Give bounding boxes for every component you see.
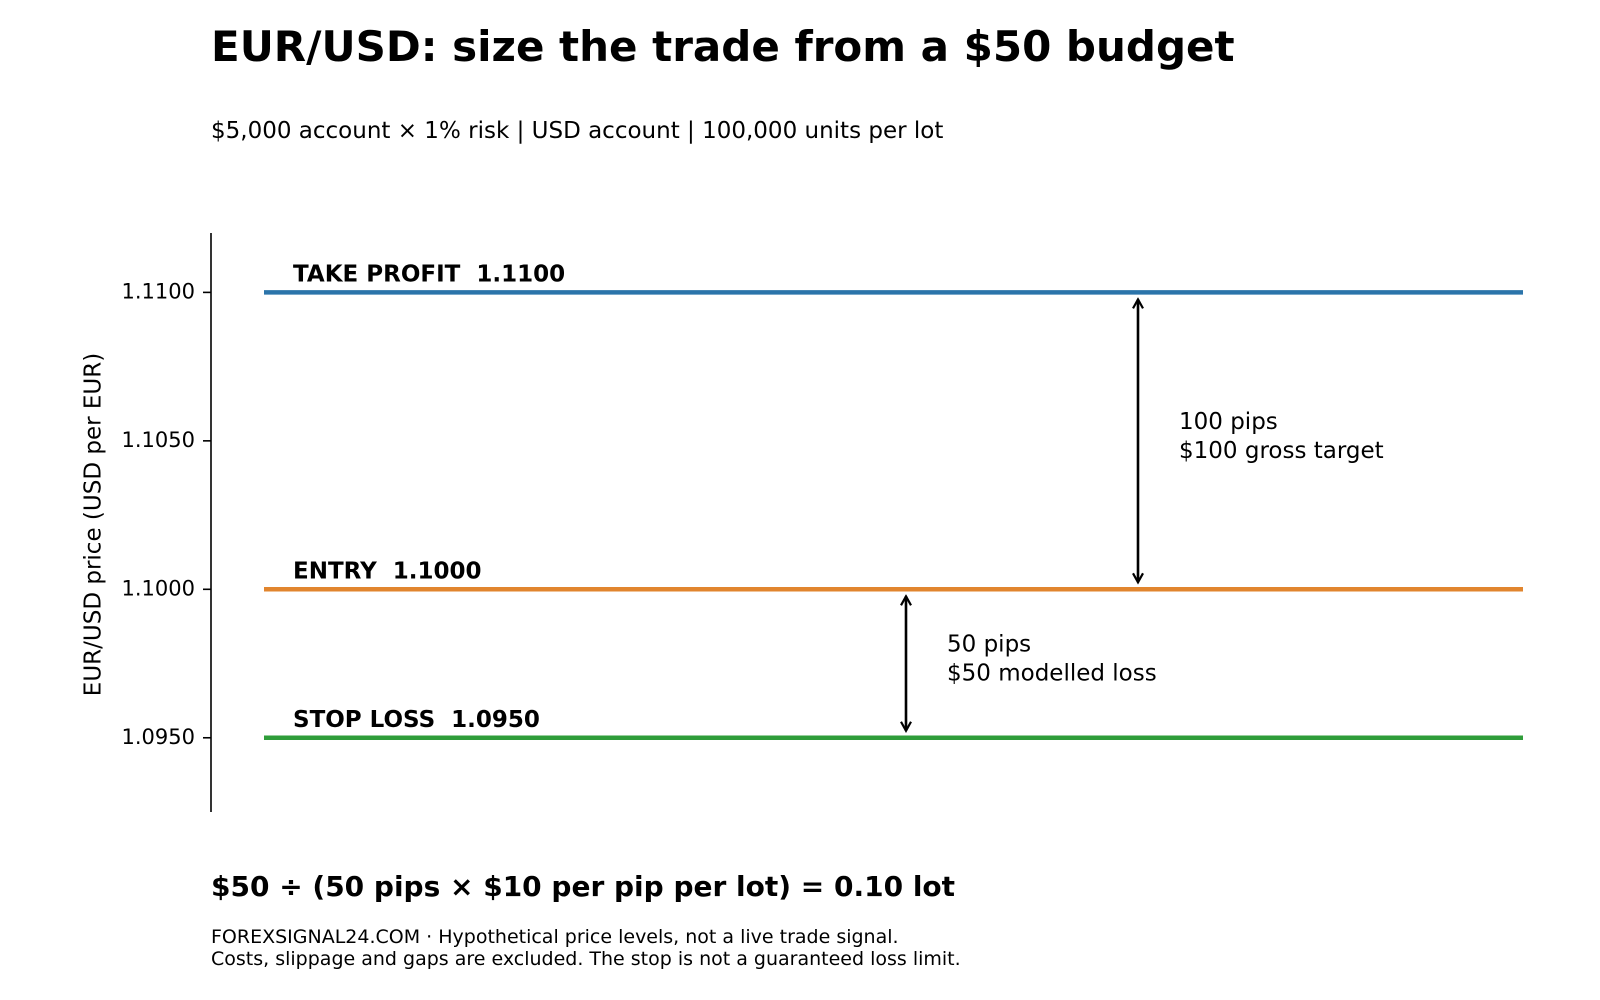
entry-label: ENTRY 1.1000 <box>293 558 482 584</box>
chart-title: EUR/USD: size the trade from a $50 budge… <box>211 22 1235 71</box>
risk-distance-text: $50 modelled loss <box>947 661 1157 687</box>
price-levels-chart: 1.0950 1.1000 1.1050 1.1100 EUR/USD price (U… <box>81 233 1523 812</box>
lot-size-formula: $50 ÷ (50 pips × $10 per pip per lot) = … <box>211 870 956 903</box>
take_profit-label: TAKE PROFIT 1.1100 <box>293 261 565 287</box>
y-tick-label: 1.1000 <box>122 576 195 600</box>
y-tick-label: 1.1050 <box>122 428 195 452</box>
stop_loss-label: STOP LOSS 1.0950 <box>293 707 540 733</box>
footnote-disclaimer: Costs, slippage and gaps are excluded. T… <box>211 948 961 970</box>
risk-distance-text: 50 pips <box>947 632 1031 658</box>
target-distance-text: $100 gross target <box>1179 438 1384 464</box>
chart-subtitle: $5,000 account × 1% risk | USD account |… <box>211 118 944 144</box>
y-axis-label: EUR/USD price (USD per EUR) <box>81 353 107 696</box>
footnote-source: FOREXSIGNAL24.COM · Hypothetical price l… <box>211 926 899 948</box>
target-distance-text: 100 pips <box>1179 409 1278 435</box>
y-tick-label: 1.0950 <box>122 725 195 749</box>
y-tick-label: 1.1100 <box>122 279 195 303</box>
